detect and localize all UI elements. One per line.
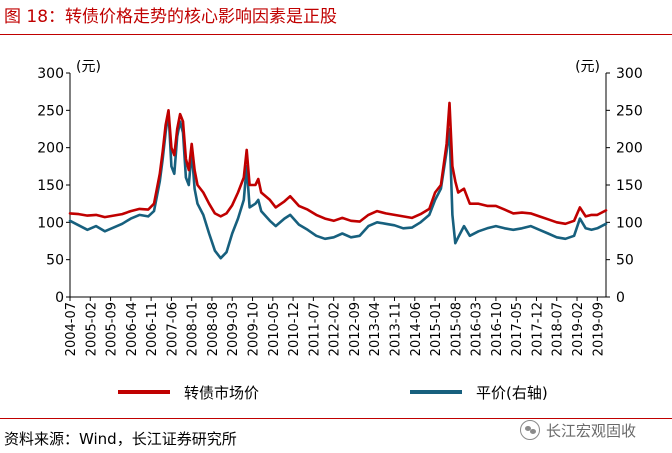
series-line-price — [68, 101, 608, 226]
x-tick-label: 2010-05 — [267, 302, 282, 356]
legend-label-parity: 平价(右轴) — [476, 384, 548, 402]
x-tick-label: 2013-11 — [388, 302, 403, 356]
figure-title: 图 18：转债价格走势的核心影响因素是正股 — [4, 7, 338, 27]
x-tick-label: 2015-01 — [429, 302, 444, 356]
x-tick-label: 2017-05 — [510, 302, 525, 356]
x-tick-label: 2008-08 — [206, 302, 221, 356]
watermark: 长江宏观固收 — [520, 418, 670, 442]
wechat-icon — [520, 420, 540, 440]
x-tick-label: 2019-02 — [571, 302, 586, 356]
title-rule — [0, 34, 672, 35]
left-y-tick-label: 50 — [46, 253, 64, 269]
source-rule — [0, 418, 672, 419]
x-tick-label: 2012-09 — [348, 302, 363, 356]
x-tick-label: 2009-03 — [226, 302, 241, 356]
right-axis-unit: (元) — [575, 59, 600, 75]
x-tick-label: 2017-12 — [530, 302, 545, 356]
right-y-tick-label: 0 — [616, 290, 625, 306]
right-y-tick-label: 50 — [616, 253, 634, 269]
x-tick-label: 2005-02 — [84, 302, 99, 356]
x-tick-label: 2009-10 — [247, 302, 262, 356]
right-y-tick-label: 100 — [616, 215, 643, 231]
x-tick-label: 2006-04 — [125, 302, 140, 356]
x-tick-label: 2006-11 — [145, 302, 160, 356]
watermark-text: 长江宏观固收 — [546, 422, 637, 440]
x-tick-label: 2012-02 — [328, 302, 343, 356]
left-y-tick-label: 150 — [37, 178, 64, 194]
x-tick-label: 2007-06 — [165, 302, 180, 356]
x-tick-label: 2019-09 — [591, 302, 606, 356]
x-tick-label: 2016-03 — [470, 302, 485, 356]
x-tick-label: 2018-07 — [551, 302, 566, 356]
series-line-parity — [68, 110, 608, 260]
left-y-tick-label: 0 — [55, 290, 64, 306]
x-tick-label: 2013-04 — [368, 302, 383, 356]
x-tick-label: 2014-06 — [409, 302, 424, 356]
left-y-tick-label: 250 — [37, 103, 64, 119]
right-y-tick-label: 300 — [616, 66, 643, 82]
right-y-tick-label: 200 — [616, 141, 643, 157]
x-tick-label: 2010-12 — [287, 302, 302, 356]
x-tick-label: 2015-08 — [449, 302, 464, 356]
x-tick-label: 2016-10 — [490, 302, 505, 356]
left-y-tick-label: 200 — [37, 141, 64, 157]
x-tick-label: 2004-07 — [64, 302, 79, 356]
left-y-tick-label: 100 — [37, 215, 64, 231]
left-y-tick-label: 300 — [37, 66, 64, 82]
x-tick-label: 2005-09 — [105, 302, 120, 356]
right-y-tick-label: 150 — [616, 178, 643, 194]
source-note: 资料来源：Wind，长江证券研究所 — [4, 430, 237, 448]
right-y-tick-label: 250 — [616, 103, 643, 119]
x-tick-label: 2008-01 — [186, 302, 201, 356]
x-tick-label: 2011-07 — [307, 302, 322, 356]
legend-label-price: 转债市场价 — [184, 384, 259, 402]
left-axis-unit: (元) — [76, 59, 101, 75]
